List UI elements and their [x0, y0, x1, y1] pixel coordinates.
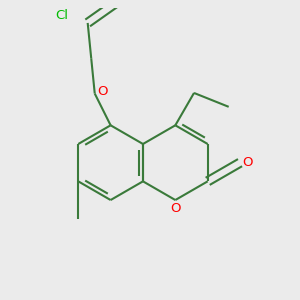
Text: O: O — [170, 202, 181, 215]
Text: Cl: Cl — [55, 9, 68, 22]
Text: O: O — [98, 85, 108, 98]
Text: O: O — [242, 156, 252, 169]
